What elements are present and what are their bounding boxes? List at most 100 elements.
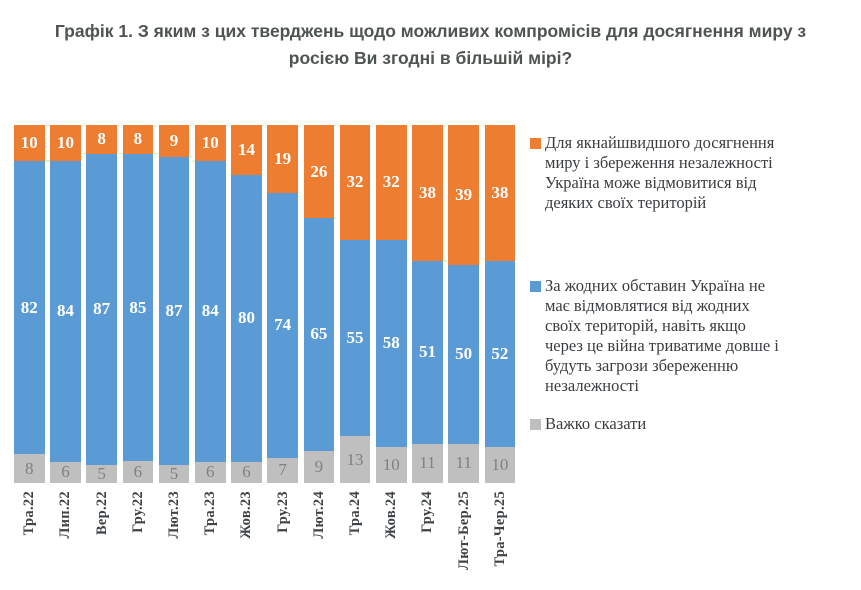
bar-segment-concede-territory: 10 [14,125,45,161]
chart-title-line-2: росією Ви згодні в більшій мірі? [288,48,573,68]
value-label: 10 [382,455,400,475]
bar-segment-hard-to-say: 6 [122,461,154,483]
x-axis-label-text: Тра.23 [202,491,219,536]
bar-segment-no-concessions: 80 [231,175,262,462]
bar-segment-concede-territory: 32 [339,125,371,240]
x-axis-label-text: Гру.23 [274,491,291,533]
value-label: 32 [382,172,400,192]
value-label: 26 [310,161,328,181]
value-label: 85 [129,297,147,317]
bar-segment-hard-to-say: 5 [86,464,117,484]
bar-segment-hard-to-say: 10 [484,447,516,483]
value-label: 5 [97,464,106,484]
bar-segment-concede-territory: 19 [267,125,298,194]
value-label: 14 [237,140,255,160]
bar-segment-no-concessions: 65 [303,218,335,451]
value-label: 6 [206,462,215,482]
value-label: 74 [274,315,292,335]
value-label: 82 [20,297,38,317]
bar-segment-concede-territory: 8 [86,125,117,154]
value-label: 7 [278,460,287,480]
x-axis-label-text: Тра.24 [347,491,364,536]
value-label: 87 [165,301,183,321]
value-label: 87 [93,299,111,319]
value-label: 6 [61,462,70,482]
bar-segment-no-concessions: 51 [412,261,443,444]
x-axis-label-text: Лип.22 [57,491,74,539]
value-label: 80 [237,308,255,328]
bar-segment-concede-territory: 14 [231,125,262,176]
value-label: 55 [346,327,364,347]
bar-segment-hard-to-say: 11 [412,443,443,483]
bar-segment-hard-to-say: 5 [158,464,190,484]
value-label: 8 [25,458,34,478]
value-label: 10 [56,132,74,152]
x-axis-label-text: Гру.22 [129,491,146,533]
value-label: 58 [382,333,400,353]
x-axis-label-text: Жов.23 [238,491,255,539]
bar-segment-hard-to-say: 8 [14,454,45,483]
value-label: 32 [346,172,364,192]
bar-segment-no-concessions: 50 [448,264,479,444]
bar-segment-concede-territory: 38 [484,125,516,262]
x-axis-label-text: Тра-Чер.25 [491,491,508,567]
value-label: 84 [201,301,219,321]
x-axis-label-text: Вер.22 [93,491,110,536]
bar-segment-concede-territory: 10 [195,125,226,161]
value-label: 10 [491,455,509,475]
bar-segment-hard-to-say: 6 [50,461,81,483]
x-axis-label-text: Гру.24 [419,491,436,533]
bar-segment-hard-to-say: 6 [231,461,262,483]
value-label: 9 [169,130,179,150]
x-axis-label-text: Лют.24 [310,491,327,539]
bar-segment-hard-to-say: 13 [339,436,371,483]
bar-segment-no-concessions: 84 [50,160,81,462]
bar-segment-concede-territory: 32 [376,125,407,240]
value-label: 8 [133,129,143,149]
value-label: 38 [418,183,436,203]
value-label: 10 [20,132,38,152]
bar-segment-concede-territory: 38 [412,125,443,262]
bar-segment-no-concessions: 84 [195,160,226,462]
bar-segment-no-concessions: 58 [376,239,407,448]
chart-title-line-1: Графік 1. З яким з цих тверджень щодо мо… [54,21,807,41]
bar-segment-hard-to-say: 11 [448,443,479,483]
bar-segment-hard-to-say: 9 [303,450,335,483]
value-label: 84 [56,301,74,321]
value-label: 9 [314,456,324,476]
value-label: 38 [491,183,509,203]
value-label: 65 [310,324,328,344]
bar-segment-concede-territory: 8 [122,125,154,154]
x-axis-label-text: Лют-Бер.25 [455,491,472,570]
bar-segment-no-concessions: 55 [339,239,371,437]
value-label: 5 [169,464,179,484]
bar-segment-concede-territory: 9 [158,125,190,157]
value-label: 13 [346,449,364,469]
value-label: 19 [274,149,292,168]
bar-segment-no-concessions: 85 [122,153,154,462]
bar-segment-no-concessions: 52 [484,261,516,448]
value-label: 10 [201,132,219,152]
value-label: 11 [455,453,472,473]
bar-segment-no-concessions: 82 [14,160,45,455]
x-axis-label-text: Жов.24 [383,491,400,539]
bar-segment-concede-territory: 39 [448,125,479,265]
bar-segment-no-concessions: 74 [267,193,298,458]
value-label: 39 [455,184,473,204]
value-label: 6 [242,462,251,482]
value-label: 11 [419,453,436,473]
value-label: 8 [97,129,106,149]
bar-segment-concede-territory: 10 [50,125,81,161]
x-axis-label-text: Тра.22 [21,491,38,536]
value-label: 51 [418,342,436,362]
bar-segment-hard-to-say: 10 [376,447,407,483]
value-label: 50 [455,344,473,364]
bar-segment-no-concessions: 87 [86,153,117,466]
value-label: 6 [133,462,143,482]
bar-segment-concede-territory: 26 [303,125,335,219]
bar-segment-hard-to-say: 6 [195,461,226,483]
x-axis-label-text: Лют.23 [166,491,183,539]
bar-segment-no-concessions: 87 [158,156,190,466]
